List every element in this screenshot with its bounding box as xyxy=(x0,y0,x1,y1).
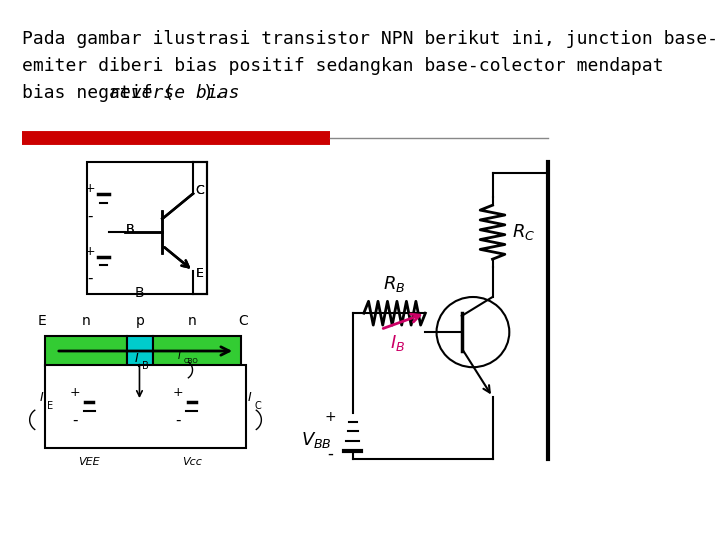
Text: E: E xyxy=(195,267,203,280)
Text: I: I xyxy=(135,352,138,365)
Text: reverse bias: reverse bias xyxy=(109,84,240,102)
Text: B: B xyxy=(126,222,135,236)
Bar xyxy=(45,336,127,366)
Text: -: - xyxy=(87,271,92,286)
Text: $R_C$: $R_C$ xyxy=(512,222,535,242)
Text: I: I xyxy=(179,351,181,361)
Text: ).: ). xyxy=(203,84,225,102)
Text: -: - xyxy=(87,208,92,224)
Text: +: + xyxy=(173,386,183,400)
Bar xyxy=(153,336,240,366)
Text: E: E xyxy=(195,267,203,280)
Text: B: B xyxy=(135,286,145,300)
Text: -: - xyxy=(72,413,78,427)
Bar xyxy=(127,336,153,366)
Text: -: - xyxy=(328,445,333,463)
Text: -: - xyxy=(175,413,181,427)
Text: n: n xyxy=(81,314,90,328)
Text: +: + xyxy=(325,410,336,424)
Text: Pada gambar ilustrasi transistor NPN berikut ini, junction base-: Pada gambar ilustrasi transistor NPN ber… xyxy=(22,30,719,48)
Text: $I_B$: $I_B$ xyxy=(390,333,405,353)
Text: $R_B$: $R_B$ xyxy=(383,273,406,294)
Text: Vcc: Vcc xyxy=(182,457,202,467)
Text: p: p xyxy=(135,314,144,328)
Text: +: + xyxy=(84,245,95,258)
Text: C: C xyxy=(238,314,248,328)
Text: n: n xyxy=(188,314,197,328)
Text: I: I xyxy=(247,391,251,404)
Text: B: B xyxy=(126,222,135,236)
Text: +: + xyxy=(70,386,81,400)
Text: $V_{BB}$: $V_{BB}$ xyxy=(301,430,332,450)
Text: +: + xyxy=(84,183,95,195)
Text: CBO: CBO xyxy=(184,359,198,364)
Bar xyxy=(86,162,207,294)
Bar xyxy=(45,364,246,448)
Text: B: B xyxy=(142,361,148,371)
Text: C: C xyxy=(195,184,204,197)
Text: I: I xyxy=(40,391,44,404)
Text: E: E xyxy=(37,314,46,328)
Text: VEE: VEE xyxy=(78,457,100,467)
Text: C: C xyxy=(195,184,204,197)
Text: E: E xyxy=(48,401,53,411)
Text: C: C xyxy=(254,401,261,411)
Text: emiter diberi bias positif sedangkan base-colector mendapat: emiter diberi bias positif sedangkan bas… xyxy=(22,57,664,75)
Text: bias negatif (: bias negatif ( xyxy=(22,84,175,102)
